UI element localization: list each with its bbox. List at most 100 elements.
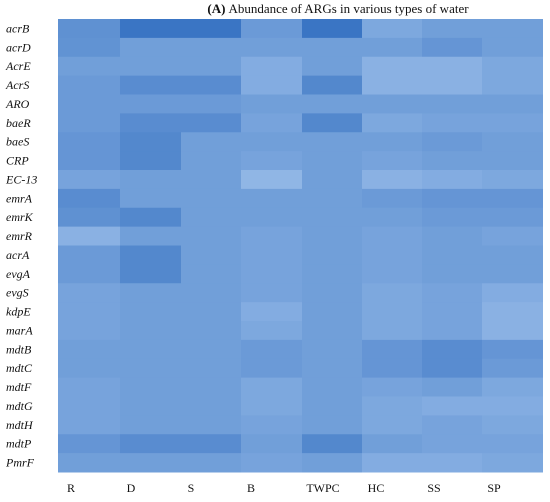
heatmap-cell-ARO-HC [362, 94, 422, 114]
heatmap-cell-AcrE-SP [482, 56, 543, 77]
heatmap-cell-baeR-HC [362, 113, 422, 133]
row-label-evgA: evgA [6, 267, 31, 281]
heatmap-cell-evgS-TWPC [302, 283, 362, 303]
heatmap-cell-mdtG-SP [482, 396, 543, 416]
heatmap-cell-emrR-S [181, 226, 241, 246]
heatmap-cell-marA-S [181, 321, 241, 341]
heatmap-cell-AcrS-TWPC [302, 75, 362, 95]
heatmap-cell-baeR-SP [482, 113, 543, 133]
row-label-evgS: evgS [6, 286, 29, 300]
heatmap-cell-emrR-HC [362, 226, 422, 246]
heatmap-cell-PmrF-SS [422, 453, 482, 473]
heatmap-cell-EC-13-B [241, 170, 302, 190]
heatmap-cell-evgS-S [181, 283, 241, 303]
heatmap-cell-acrA-HC [362, 245, 422, 265]
heatmap-cell-mdtP-D [120, 434, 181, 454]
heatmap-cell-acrB-B [241, 19, 302, 39]
heatmap-cell-mdtH-D [120, 415, 181, 435]
heatmap-cell-AcrE-D [120, 56, 181, 77]
heatmap-cell-baeR-D [120, 113, 181, 133]
heatmap-cell-mdtH-SP [482, 415, 543, 435]
heatmap-cell-mdtG-SS [422, 396, 482, 416]
heatmap-cell-evgA-R [58, 264, 120, 284]
heatmap-cell-PmrF-B [241, 453, 302, 473]
heatmap-cell-marA-B [241, 321, 302, 341]
heatmap-cell-acrB-SP [482, 19, 543, 39]
heatmap-cell-marA-SS [422, 321, 482, 341]
heatmap-cell-CRP-HC [362, 151, 422, 171]
heatmap-cell-EC-13-D [120, 170, 181, 190]
heatmap-cell-acrB-HC [362, 19, 422, 39]
heatmap-cell-mdtF-SS [422, 377, 482, 397]
heatmap-cell-CRP-R [58, 151, 120, 171]
row-label-mdtB: mdtB [6, 342, 32, 356]
heatmap-cell-acrB-S [181, 19, 241, 39]
heatmap-cell-acrD-TWPC [302, 37, 362, 58]
heatmap-cell-acrD-B [241, 37, 302, 58]
heatmap-cell-mdtB-D [120, 339, 181, 360]
row-label-mdtG: mdtG [6, 399, 33, 413]
column-label-S: S [188, 481, 195, 495]
heatmap-cell-mdtB-HC [362, 339, 422, 360]
heatmap-cell-CRP-S [181, 151, 241, 171]
row-label-AcrE: AcrE [5, 59, 31, 73]
heatmap-cell-AcrS-S [181, 75, 241, 95]
heatmap-cell-AcrE-R [58, 56, 120, 77]
heatmap-cell-EC-13-TWPC [302, 170, 362, 190]
row-label-emrK: emrK [6, 210, 34, 224]
heatmap-cell-EC-13-HC [362, 170, 422, 190]
row-label-marA: marA [6, 323, 33, 337]
heatmap-cell-AcrS-HC [362, 75, 422, 95]
column-label-D: D [127, 481, 136, 495]
heatmap-cell-mdtG-D [120, 396, 181, 416]
heatmap-cell-acrA-SS [422, 245, 482, 265]
heatmap-cell-baeS-SS [422, 132, 482, 152]
heatmap-cell-marA-TWPC [302, 321, 362, 341]
heatmap-cell-kdpE-B [241, 302, 302, 322]
heatmap-cell-emrR-TWPC [302, 226, 362, 246]
heatmap-cell-AcrS-B [241, 75, 302, 95]
heatmap-cell-ARO-B [241, 94, 302, 114]
heatmap-cell-kdpE-HC [362, 302, 422, 322]
heatmap-cell-mdtF-HC [362, 377, 422, 397]
heatmap-cell-ARO-SS [422, 94, 482, 114]
heatmap-cell-acrA-SP [482, 245, 543, 265]
heatmap-cell-baeR-S [181, 113, 241, 133]
heatmap-cell-emrA-TWPC [302, 188, 362, 209]
row-label-CRP: CRP [6, 154, 29, 168]
row-label-ARO: ARO [5, 97, 30, 111]
heatmap-cell-emrK-D [120, 207, 181, 228]
heatmap-cell-AcrE-B [241, 56, 302, 77]
heatmap-cell-AcrE-TWPC [302, 56, 362, 77]
heatmap-cell-acrB-SS [422, 19, 482, 39]
heatmap-cell-evgS-D [120, 283, 181, 303]
row-label-acrD: acrD [6, 40, 31, 54]
heatmap-cell-emrR-SP [482, 226, 543, 246]
heatmap-cell-CRP-SS [422, 151, 482, 171]
heatmap-cell-mdtG-B [241, 396, 302, 416]
heatmap-cell-mdtB-SP [482, 339, 543, 360]
heatmap-cell-CRP-SP [482, 151, 543, 171]
row-label-emrA: emrA [6, 191, 33, 205]
heatmap-cell-mdtP-SP [482, 434, 543, 454]
heatmap-cell-mdtC-D [120, 358, 181, 379]
heatmap-cell-mdtC-SP [482, 358, 543, 379]
row-label-mdtC: mdtC [6, 361, 33, 375]
heatmap-cell-baeS-B [241, 132, 302, 152]
heatmap-cell-evgA-HC [362, 264, 422, 284]
heatmap-cell-acrD-HC [362, 37, 422, 58]
heatmap-cell-mdtF-S [181, 377, 241, 397]
heatmap-cell-emrA-SP [482, 188, 543, 209]
heatmap-cell-acrA-S [181, 245, 241, 265]
heatmap-cell-CRP-B [241, 151, 302, 171]
heatmap-cell-mdtC-SS [422, 358, 482, 379]
heatmap-cell-mdtC-R [58, 358, 120, 379]
heatmap-cell-mdtH-R [58, 415, 120, 435]
heatmap-cell-mdtP-TWPC [302, 434, 362, 454]
heatmap-cell-evgA-SP [482, 264, 543, 284]
heatmap-cell-mdtP-S [181, 434, 241, 454]
heatmap-cell-AcrE-SS [422, 56, 482, 77]
column-label-SP: SP [487, 481, 501, 495]
heatmap-cell-mdtB-R [58, 339, 120, 360]
